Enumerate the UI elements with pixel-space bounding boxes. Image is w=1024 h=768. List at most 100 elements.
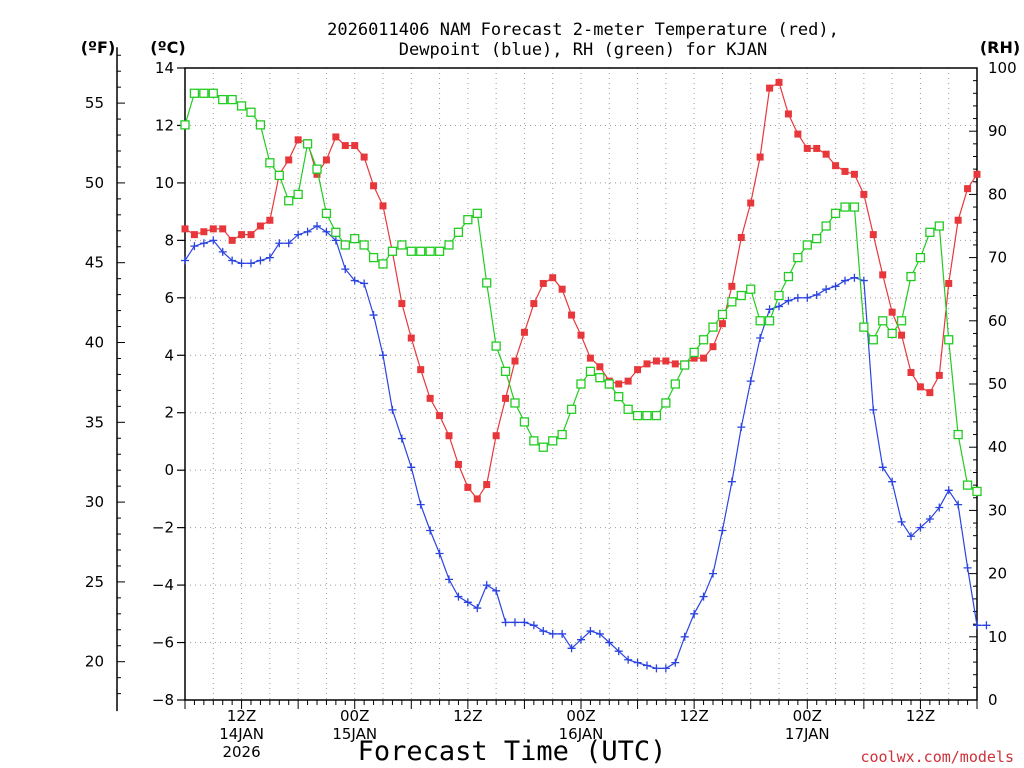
temperature-point <box>766 85 773 92</box>
rh-point <box>577 380 585 388</box>
dewpoint-point <box>558 630 566 638</box>
dewpoint-point <box>700 593 708 601</box>
rh-point <box>417 247 425 255</box>
temperature-point <box>728 283 735 290</box>
dewpoint-point <box>709 570 717 578</box>
temperature-point <box>653 358 660 365</box>
temperature-point <box>521 329 528 336</box>
dewpoint-point <box>728 478 736 486</box>
temperature-point <box>644 360 651 367</box>
temperature-point <box>436 412 443 419</box>
x-tick-label: 12Z <box>227 707 256 725</box>
celsius-tick-label: −2 <box>152 519 174 537</box>
rh-point <box>351 235 359 243</box>
rh-point <box>209 89 217 97</box>
dewpoint-point <box>652 664 660 672</box>
rh-point <box>898 317 906 325</box>
temperature-point <box>870 231 877 238</box>
temperature-point <box>408 335 415 342</box>
rh-point <box>879 317 887 325</box>
x-tick-label: 14JAN <box>219 725 264 743</box>
x-tick-label: 00Z <box>340 707 369 725</box>
dewpoint-point <box>822 285 830 293</box>
temperature-point <box>757 154 764 161</box>
dewpoint-point <box>832 282 840 290</box>
temperature-point <box>662 358 669 365</box>
rh-point <box>605 380 613 388</box>
x-tick-label: 00Z <box>793 707 822 725</box>
dewpoint-point <box>850 274 858 282</box>
rh-tick-label: 100 <box>988 59 1017 77</box>
celsius-tick-label: 10 <box>155 174 174 192</box>
rh-point <box>596 374 604 382</box>
temperature-point <box>559 286 566 293</box>
dewpoint-point <box>643 662 651 670</box>
dewpoint-point <box>379 351 387 359</box>
title-line-2: Dewpoint (blue), RH (green) for KJAN <box>399 40 767 60</box>
rh-point <box>841 203 849 211</box>
temperature-point <box>889 309 896 316</box>
fahrenheit-tick-label: 20 <box>85 653 104 671</box>
dewpoint-point <box>492 587 500 595</box>
dewpoint-point <box>813 291 821 299</box>
rh-point <box>586 367 594 375</box>
rh-point <box>964 481 972 489</box>
rh-point <box>709 323 717 331</box>
rh-point <box>332 228 340 236</box>
rh-point <box>520 418 528 426</box>
temperature-point <box>257 223 264 230</box>
temperature-point <box>502 395 509 402</box>
temperature-point <box>474 495 481 502</box>
credit-text: coolwx.com/models <box>860 748 1014 766</box>
temperature-point <box>625 378 632 385</box>
dewpoint-point <box>426 527 434 535</box>
celsius-tick-label: −4 <box>152 576 174 594</box>
temperature-point <box>446 432 453 439</box>
rh-point <box>473 209 481 217</box>
celsius-unit-label: (ºC) <box>150 38 185 57</box>
temperature-point <box>587 355 594 362</box>
rh-point <box>464 216 472 224</box>
temperature-point <box>700 355 707 362</box>
rh-unit-label: (RH) <box>980 38 1020 57</box>
dewpoint-point <box>200 239 208 247</box>
temperature-point <box>427 395 434 402</box>
temperature-point <box>719 320 726 327</box>
temperature-point <box>483 481 490 488</box>
dewpoint-point <box>756 334 764 342</box>
rh-point <box>275 171 283 179</box>
rh-point <box>747 285 755 293</box>
title-line-1: 2026011406 NAM Forecast 2-meter Temperat… <box>327 20 839 40</box>
dewpoint-point <box>662 664 670 672</box>
rh-point <box>341 241 349 249</box>
axes: −8 −6 −4 −2 0 2 4 6 8 10 12 14 20 25 30 35 40 45 50 55 0 10 20… <box>85 47 1017 761</box>
dewpoint-point <box>181 256 189 264</box>
x-tick-label: 12Z <box>453 707 482 725</box>
rh-point <box>370 254 378 262</box>
dewpoint-point <box>794 294 802 302</box>
x-tick-label: 00Z <box>566 707 595 725</box>
rh-tick-label: 10 <box>988 628 1007 646</box>
rh-point <box>511 399 519 407</box>
temperature-point <box>266 217 273 224</box>
temperature-point <box>417 366 424 373</box>
temperature-point <box>974 171 981 178</box>
rh-point <box>219 96 227 104</box>
dewpoint-point <box>841 277 849 285</box>
dewpoint-point <box>898 518 906 526</box>
fahrenheit-tick-label: 35 <box>85 413 104 431</box>
temperature-point <box>945 280 952 287</box>
dewpoint-point <box>238 259 246 267</box>
temperature-point <box>370 182 377 189</box>
temperature-point <box>926 389 933 396</box>
dewpoint-point <box>407 463 415 471</box>
dewpoint-point <box>803 294 811 302</box>
celsius-tick-label: 0 <box>164 461 174 479</box>
celsius-tick-label: −8 <box>152 691 174 709</box>
temperature-point <box>549 274 556 281</box>
temperature-point <box>285 156 292 163</box>
rh-tick-label: 20 <box>988 565 1007 583</box>
temperature-point <box>464 484 471 491</box>
rh-tick-label: 60 <box>988 312 1007 330</box>
